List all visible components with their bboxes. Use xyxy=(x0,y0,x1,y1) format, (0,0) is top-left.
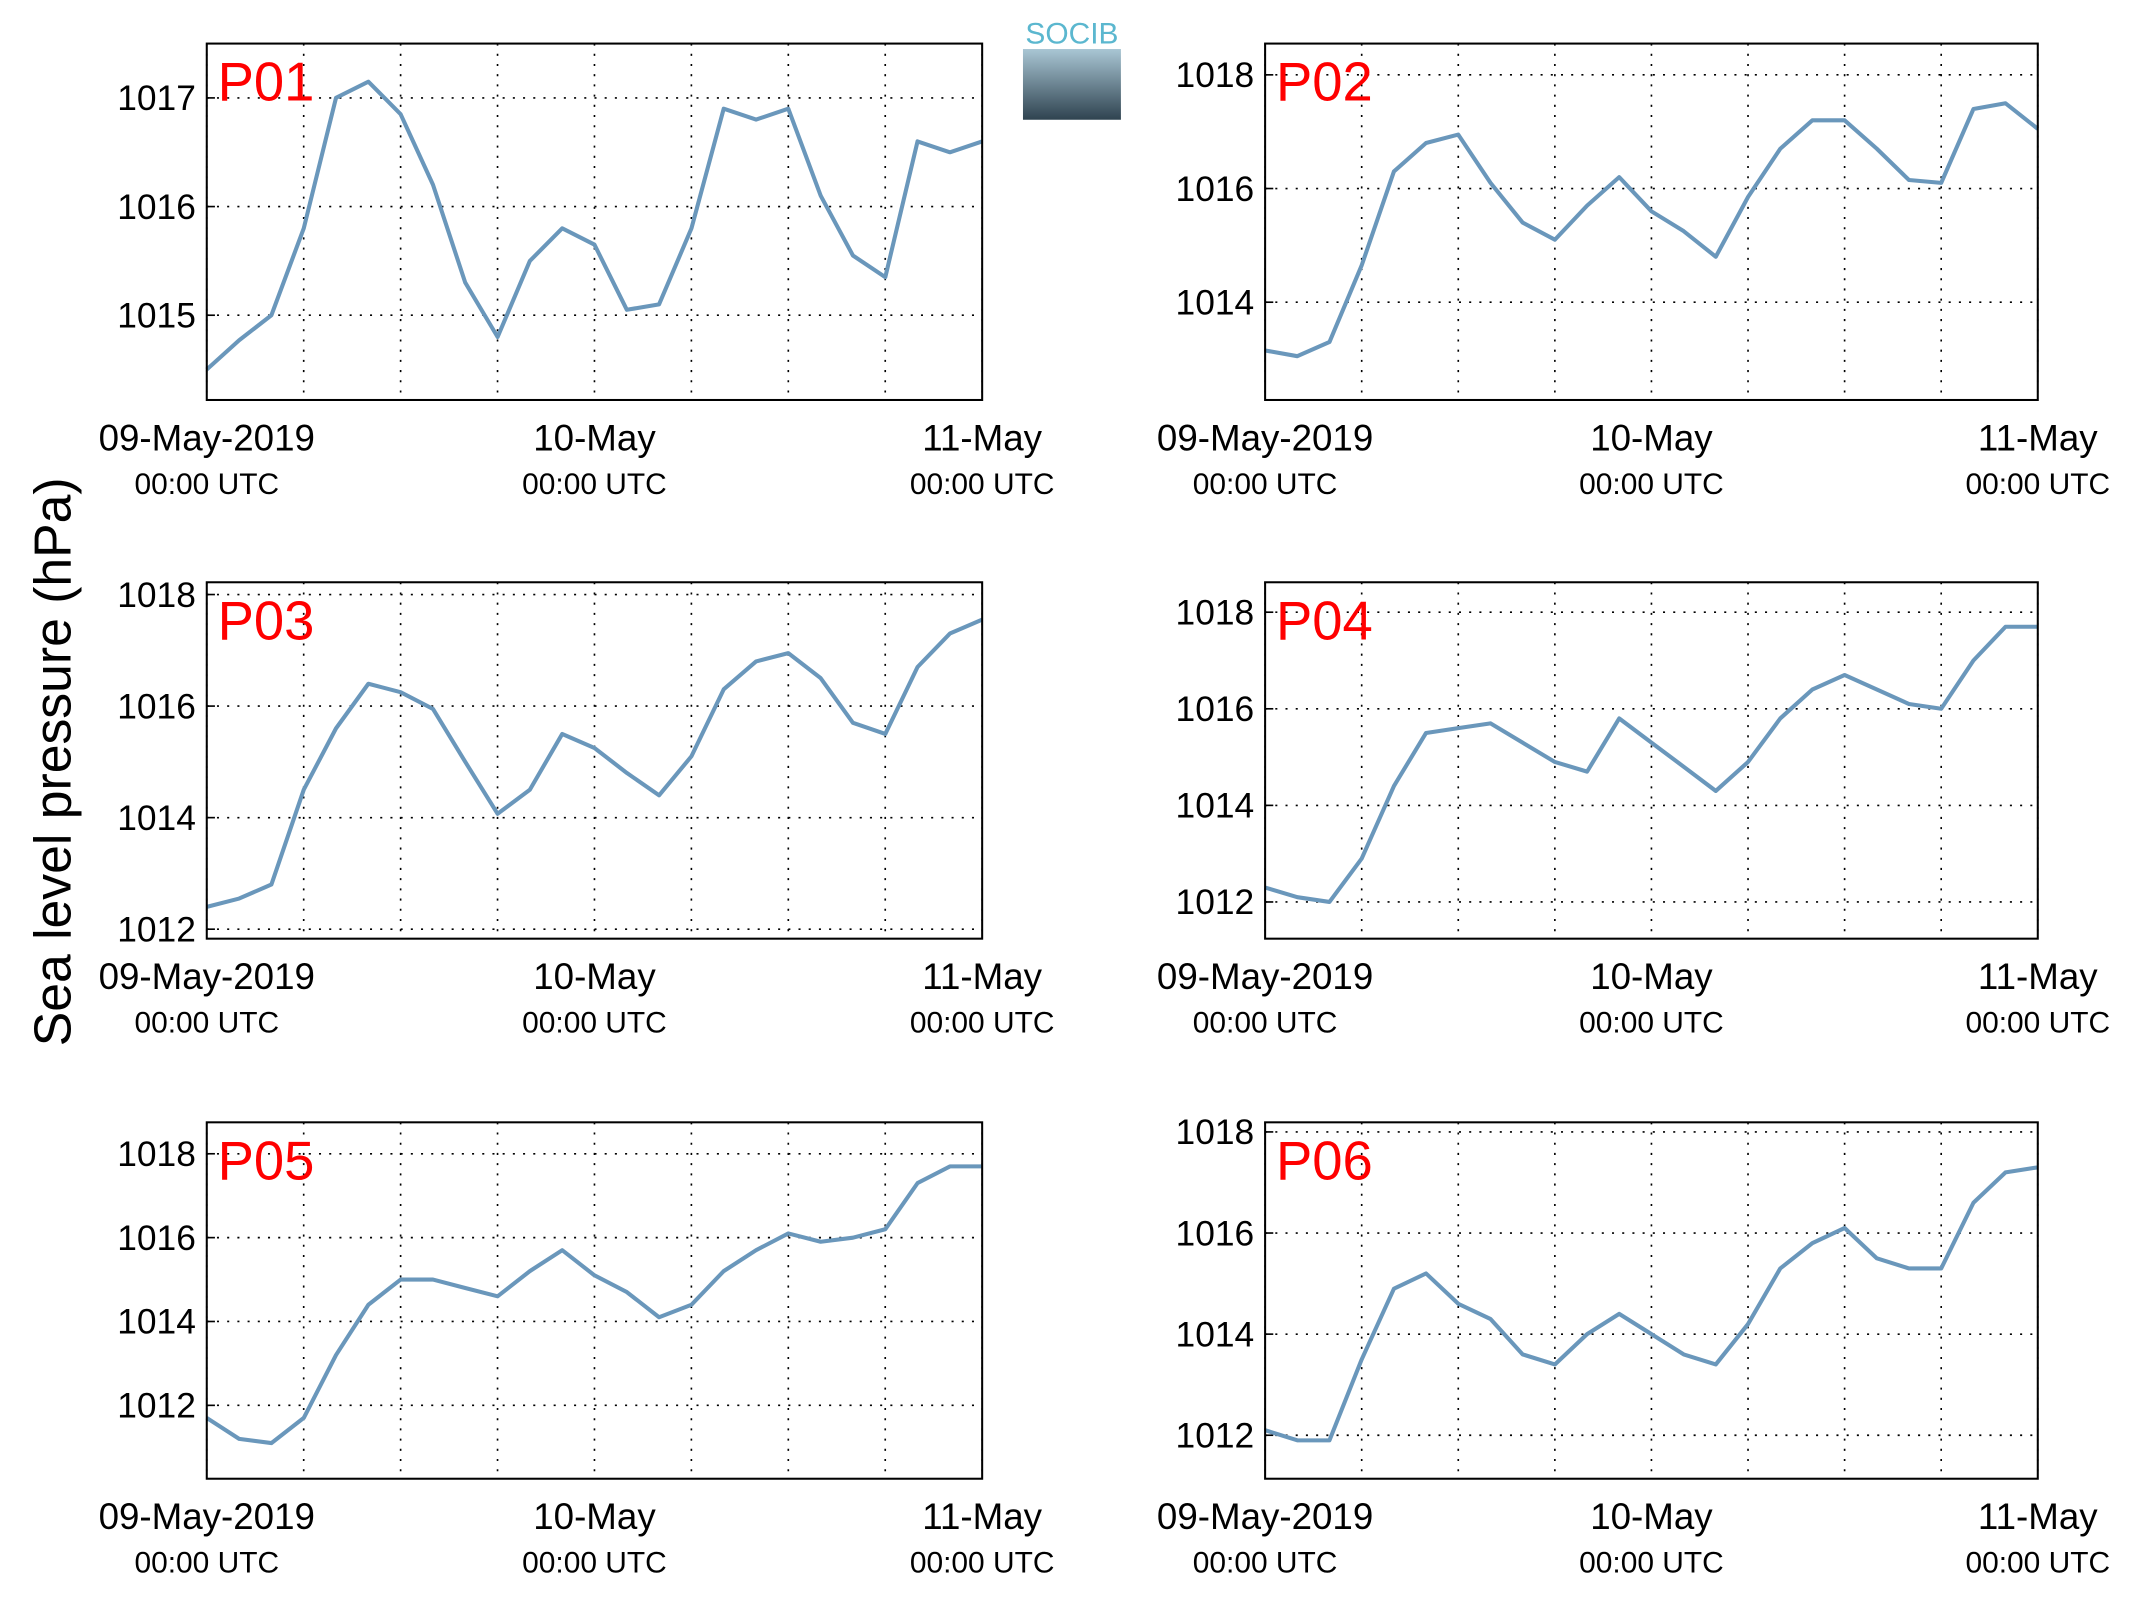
y-tick-label: 1016 xyxy=(117,687,196,726)
plot-frame xyxy=(205,1121,984,1480)
data-line xyxy=(1264,1165,2039,1443)
x-tick-sublabel: 00:00 UTC xyxy=(1579,468,1724,501)
x-tick-label: 11-May xyxy=(922,956,1042,997)
plot-frame xyxy=(205,42,984,402)
x-tick-label: 09-May-2019 xyxy=(1157,1496,1373,1537)
y-tick-label: 1014 xyxy=(117,1303,196,1342)
y-tick-label: 1012 xyxy=(117,1387,196,1426)
x-tick-sublabel: 00:00 UTC xyxy=(134,1547,279,1580)
x-tick-label: 11-May xyxy=(1978,417,2098,458)
x-tick-sublabel: 00:00 UTC xyxy=(134,1007,279,1040)
x-tick-label: 09-May-2019 xyxy=(99,417,315,458)
y-tick-label: 1014 xyxy=(1176,283,1255,322)
x-tick-sublabel: 00:00 UTC xyxy=(1193,1007,1338,1040)
data-line xyxy=(1264,624,2038,904)
y-tick-label: 1018 xyxy=(1176,1113,1255,1152)
x-tick-label: 11-May xyxy=(922,417,1042,458)
y-tick-label: 1018 xyxy=(117,576,196,615)
x-tick-label: 11-May xyxy=(922,1496,1042,1537)
panel: 1012 1014 1016 1018 09-May-2019 00:00 UTC 10-M… xyxy=(1157,581,2110,1040)
x-tick-sublabel: 00:00 UTC xyxy=(1965,1007,2110,1040)
x-tick-sublabel: 00:00 UTC xyxy=(1965,468,2110,501)
plot-frame xyxy=(205,581,984,940)
x-tick-label: 09-May-2019 xyxy=(1157,417,1373,458)
y-tick-label: 1012 xyxy=(1176,883,1255,922)
x-tick-sublabel: 00:00 UTC xyxy=(910,1547,1055,1580)
panel: 1012 1014 1016 1018 09-May-2019 00:00 UTC 10-M… xyxy=(99,1121,1055,1580)
x-tick-label: 09-May-2019 xyxy=(99,1496,315,1537)
data-line xyxy=(206,617,983,909)
x-tick-sublabel: 00:00 UTC xyxy=(1193,1547,1338,1580)
y-tick-label: 1014 xyxy=(1176,1315,1255,1354)
panel: 1014 1016 1018 09-May-2019 00:00 UTC 10-May 00… xyxy=(1157,42,2110,501)
panel-title: P02 xyxy=(1276,52,1373,113)
y-tick-label: 1014 xyxy=(1176,787,1255,826)
y-tick-label: 1016 xyxy=(1176,1214,1255,1253)
y-tick-label: 1018 xyxy=(1176,593,1255,632)
panel: 1015 1016 1017 09-May-2019 00:00 UTC 10-May 00… xyxy=(99,42,1055,501)
x-tick-label: 10-May xyxy=(533,417,656,458)
panel-title: P03 xyxy=(218,590,315,651)
panel-title: P04 xyxy=(1276,590,1373,651)
y-tick-label: 1015 xyxy=(117,296,196,335)
y-tick-label: 1012 xyxy=(1176,1416,1255,1455)
data-line xyxy=(1264,101,2040,359)
panel: 1012 1014 1016 1018 09-May-2019 00:00 UTC 10-M… xyxy=(99,576,1055,1040)
x-tick-sublabel: 00:00 UTC xyxy=(522,1547,667,1580)
plot-frame xyxy=(1264,581,2039,940)
y-tick-label: 1014 xyxy=(117,799,196,838)
data-line xyxy=(205,79,983,372)
y-tick-label: 1016 xyxy=(1176,690,1255,729)
y-tick-label: 1017 xyxy=(117,79,196,118)
y-axis-label: Sea level pressure (hPa) xyxy=(24,477,82,1046)
x-tick-sublabel: 00:00 UTC xyxy=(522,1007,667,1040)
panel-title: P05 xyxy=(218,1130,315,1191)
x-tick-sublabel: 00:00 UTC xyxy=(910,468,1055,501)
x-tick-sublabel: 00:00 UTC xyxy=(1193,468,1338,501)
y-tick-label: 1018 xyxy=(117,1135,196,1174)
x-tick-sublabel: 00:00 UTC xyxy=(1579,1547,1724,1580)
data-line xyxy=(205,1164,983,1446)
x-tick-label: 11-May xyxy=(1978,956,2098,997)
logo: SOCIB xyxy=(1022,18,1121,120)
panel-title: P01 xyxy=(218,52,315,113)
x-tick-label: 09-May-2019 xyxy=(99,956,315,997)
x-tick-sublabel: 00:00 UTC xyxy=(134,468,279,501)
panel: 1012 1014 1016 1018 09-May-2019 00:00 UTC 10-M… xyxy=(1157,1113,2110,1579)
y-tick-label: 1018 xyxy=(1176,56,1255,95)
x-tick-label: 10-May xyxy=(1590,956,1713,997)
x-tick-label: 10-May xyxy=(1590,417,1713,458)
x-tick-sublabel: 00:00 UTC xyxy=(1965,1547,2110,1580)
y-tick-label: 1012 xyxy=(117,910,196,949)
x-tick-label: 09-May-2019 xyxy=(1157,956,1373,997)
logo-box xyxy=(1022,49,1121,120)
y-tick-label: 1016 xyxy=(117,1219,196,1258)
x-tick-label: 10-May xyxy=(533,1496,656,1537)
x-tick-sublabel: 00:00 UTC xyxy=(910,1007,1055,1040)
y-tick-label: 1016 xyxy=(117,188,196,227)
x-tick-label: 10-May xyxy=(533,956,656,997)
panel-title: P06 xyxy=(1276,1130,1373,1191)
x-tick-sublabel: 00:00 UTC xyxy=(522,468,667,501)
plot-frame xyxy=(1264,42,2039,402)
x-tick-label: 10-May xyxy=(1590,1496,1713,1537)
x-tick-label: 11-May xyxy=(1978,1496,2098,1537)
y-tick-label: 1016 xyxy=(1176,170,1255,209)
logo-text: SOCIB xyxy=(1025,18,1118,51)
plot-frame xyxy=(1264,1121,2039,1480)
x-tick-sublabel: 00:00 UTC xyxy=(1579,1007,1724,1040)
